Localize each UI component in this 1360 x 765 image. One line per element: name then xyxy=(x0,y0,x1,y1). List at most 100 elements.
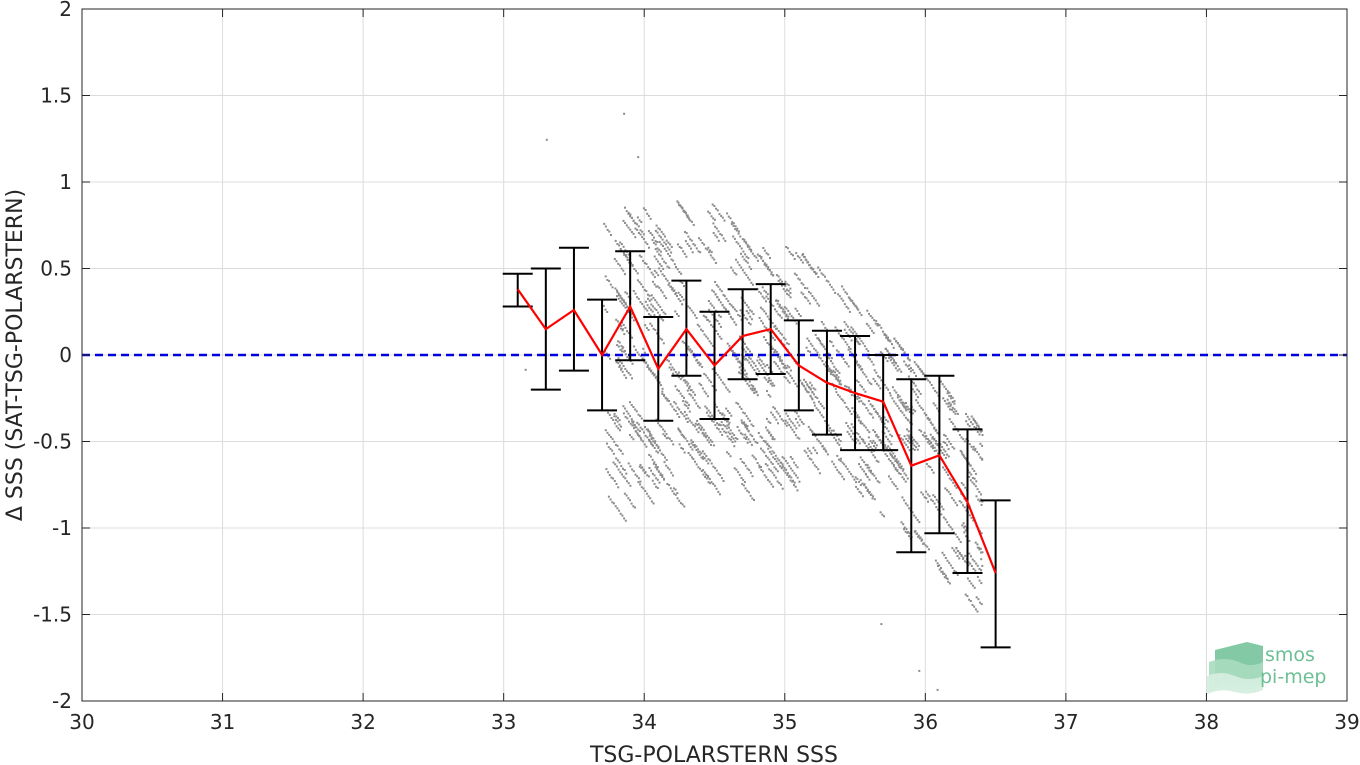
scatter-point xyxy=(846,362,848,365)
scatter-point xyxy=(712,482,715,485)
scatter-point xyxy=(668,282,671,285)
scatter-point xyxy=(810,384,813,387)
scatter-point xyxy=(856,364,859,367)
scatter-point xyxy=(624,254,627,256)
scatter-point xyxy=(763,249,766,252)
scatter-point xyxy=(662,428,665,431)
scatter-point xyxy=(784,290,787,293)
scatter-point xyxy=(802,253,805,255)
scatter-point xyxy=(756,253,759,256)
scatter-point xyxy=(762,322,764,325)
scatter-point xyxy=(930,421,932,424)
scatter-point xyxy=(636,272,639,275)
scatter-point xyxy=(943,385,946,388)
scatter-point xyxy=(766,442,769,445)
scatter-point xyxy=(677,371,680,374)
scatter-point xyxy=(726,420,728,423)
scatter-point xyxy=(734,225,737,228)
y-tick-label: -2 xyxy=(52,689,72,713)
scatter-point xyxy=(906,504,909,507)
scatter-point xyxy=(730,304,733,307)
scatter-point xyxy=(867,436,870,439)
scatter-point xyxy=(779,461,782,464)
scatter-point xyxy=(852,355,855,358)
scatter-point xyxy=(785,468,788,471)
scatter-point xyxy=(648,246,650,249)
scatter-point xyxy=(970,582,973,585)
scatter-point xyxy=(908,368,911,370)
scatter-point xyxy=(857,342,860,345)
scatter-point xyxy=(688,419,691,422)
scatter-point xyxy=(761,367,764,369)
scatter-point xyxy=(723,430,726,433)
scatter-point xyxy=(879,351,882,354)
scatter-point xyxy=(915,399,918,402)
scatter-point xyxy=(750,250,753,253)
scatter-point xyxy=(672,259,675,262)
scatter-point xyxy=(944,487,947,490)
scatter-point xyxy=(819,402,822,405)
scatter-point xyxy=(748,248,751,251)
scatter-point xyxy=(967,561,970,564)
scatter-point xyxy=(915,446,918,449)
scatter-point xyxy=(844,291,847,294)
scatter-point xyxy=(745,241,747,244)
scatter-point xyxy=(980,582,983,585)
scatter-point xyxy=(818,472,821,475)
scatter-point xyxy=(692,243,695,246)
scatter-point xyxy=(753,369,756,372)
scatter-point xyxy=(857,439,860,442)
scatter-point xyxy=(766,315,769,318)
scatter-point xyxy=(762,470,764,473)
scatter-point xyxy=(779,332,782,335)
scatter-point xyxy=(758,464,761,467)
scatter-point xyxy=(916,388,919,391)
scatter-point xyxy=(875,410,878,413)
scatter-point xyxy=(904,407,907,410)
scatter-point xyxy=(809,428,812,431)
scatter-point xyxy=(623,469,626,471)
scatter-point xyxy=(892,456,895,459)
scatter-point xyxy=(847,425,849,428)
scatter-point xyxy=(868,312,870,315)
scatter-point xyxy=(964,593,967,596)
scatter-point xyxy=(693,399,696,402)
scatter-point xyxy=(733,237,736,240)
scatter-point xyxy=(667,241,670,244)
scatter-point xyxy=(873,408,876,411)
scatter-point xyxy=(676,497,679,500)
scatter-point xyxy=(635,269,637,272)
scatter-point xyxy=(728,426,730,429)
scatter-point xyxy=(761,259,764,262)
scatter-point xyxy=(791,377,794,380)
scatter-point xyxy=(744,433,747,436)
scatter-point xyxy=(763,474,766,477)
scatter-point xyxy=(754,458,757,461)
scatter-point xyxy=(627,212,630,215)
scatter-point xyxy=(900,465,903,468)
scatter-point xyxy=(636,279,639,282)
scatter-point xyxy=(667,283,670,286)
scatter-point xyxy=(741,238,744,241)
scatter-point xyxy=(735,468,738,471)
scatter-point xyxy=(728,313,731,315)
scatter-point xyxy=(781,284,783,287)
scatter-point xyxy=(665,249,668,252)
scatter-point xyxy=(954,551,957,554)
scatter-point xyxy=(943,576,946,579)
scatter-point xyxy=(927,379,930,382)
scatter-point xyxy=(898,395,901,398)
scatter-point xyxy=(613,480,616,482)
scatter-point xyxy=(738,405,741,408)
scatter-point xyxy=(902,348,904,351)
scatter-point xyxy=(637,423,640,426)
scatter-point xyxy=(979,442,982,445)
scatter-point xyxy=(828,368,831,371)
scatter-point xyxy=(904,416,907,419)
scatter-point xyxy=(719,424,722,427)
scatter-point xyxy=(641,302,644,305)
scatter-point xyxy=(855,306,858,308)
scatter-point xyxy=(609,498,612,501)
scatter-point xyxy=(639,229,642,232)
scatter-point xyxy=(839,379,842,382)
